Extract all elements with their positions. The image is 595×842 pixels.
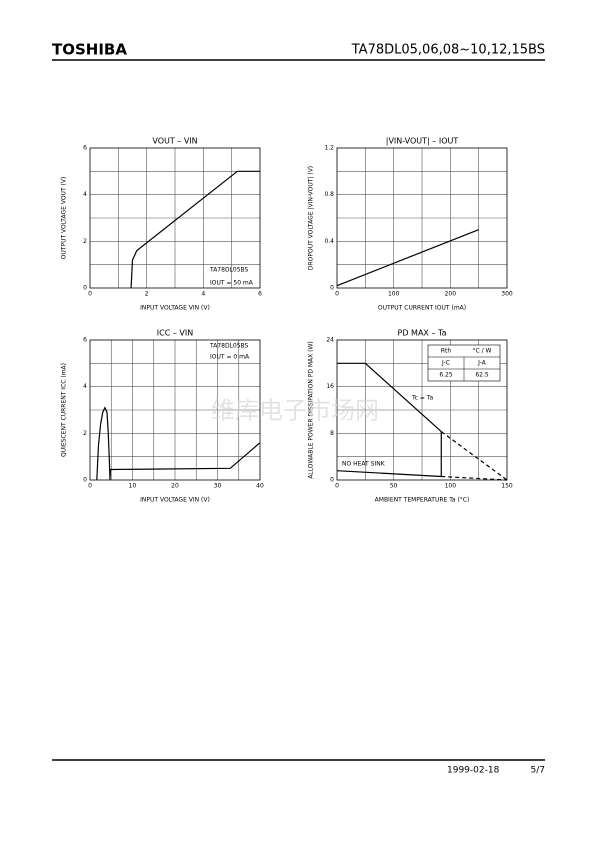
y-tick-label: 0.8 [324,191,334,198]
y-axis-label: QUIESCENT CURRENT ICC (mA) [61,363,68,457]
x-tick-label: 50 [390,483,398,490]
plot-frame [89,339,261,481]
chart-title: ICC – VIN [157,329,193,338]
y-tick-label: 2 [83,430,87,437]
table-cell: 62.5 [475,372,489,379]
chart-title: VOUT – VIN [152,137,197,146]
y-tick-label: 4 [83,383,87,390]
chart-title: PD MAX – Ta [398,329,447,338]
x-tick-label: 200 [445,291,457,298]
x-axis-label: INPUT VOLTAGE VIN (V) [140,305,210,312]
annotation: IOUT = 0 mA [210,354,250,361]
y-tick-label: 16 [326,383,334,390]
y-tick-label: 0 [83,477,87,484]
part-number: TA78DL05,06,08~10,12,15BS [351,43,545,58]
data-line [336,229,479,287]
x-axis-label: OUTPUT CURRENT IOUT (mA) [378,305,466,312]
x-tick-label: 6 [258,291,262,298]
y-tick-label: 0 [83,285,87,292]
chart-title: |VIN-VOUT| – IOUT [386,137,459,146]
data-line [96,406,261,481]
y-tick-label: 6 [83,337,87,344]
data-line [336,470,442,478]
data-line [337,362,442,433]
y-tick-label: 6 [83,145,87,152]
annotation: Tc = Ta [411,395,433,402]
x-axis-label: AMBIENT TEMPERATURE Ta (°C) [375,497,470,504]
x-tick-label: 2 [145,291,149,298]
x-tick-label: 150 [501,483,513,490]
plot-frame [336,147,508,289]
annotation: IOUT = 50 mA [210,280,254,287]
y-axis-label: OUTPUT VOLTAGE VOUT (V) [61,177,68,260]
table-cell: °C / W [473,348,492,355]
footer-page: 5/7 [531,766,545,776]
x-tick-label: 4 [201,291,205,298]
annotation: TA78DL05BS [209,343,249,350]
x-tick-label: 0 [88,483,92,490]
plot-frame [89,147,261,289]
x-tick-label: 40 [256,483,264,490]
y-tick-label: 2 [83,238,87,245]
y-tick-label: 24 [326,337,334,344]
y-tick-label: 0 [330,477,334,484]
annotation: TA78DL05BS [209,267,249,274]
annotation: NO HEAT SINK [342,461,386,468]
x-tick-label: 20 [171,483,179,490]
y-axis-label: DROPOUT VOLTAGE |VIN-VOUT| (V) [308,166,315,270]
y-tick-label: 0.4 [324,238,334,245]
y-tick-label: 8 [330,430,334,437]
x-tick-label: 0 [335,483,339,490]
table-cell: J-C [441,360,450,367]
brand: TOSHIBA [52,41,127,59]
data-line [130,170,260,289]
y-axis-label: ALLOWABLE POWER DISSIPATION PD MAX (W) [308,341,315,479]
x-tick-label: 100 [445,483,457,490]
x-tick-label: 30 [214,483,222,490]
x-tick-label: 0 [88,291,92,298]
x-tick-label: 0 [335,291,339,298]
x-tick-label: 300 [501,291,513,298]
table-cell: J-A [477,360,487,367]
x-tick-label: 100 [388,291,400,298]
data-line [441,475,508,481]
y-tick-label: 1.2 [324,145,334,152]
table-cell: Rth [441,348,452,355]
x-tick-label: 10 [129,483,137,490]
x-axis-label: INPUT VOLTAGE VIN (V) [140,497,210,504]
plot-frame [336,339,508,481]
watermark: 维库电子市场网 [211,397,379,425]
y-tick-label: 4 [83,191,87,198]
y-tick-label: 0 [330,285,334,292]
footer-date: 1999-02-18 [447,766,500,776]
table-cell: 6.25 [439,372,453,379]
